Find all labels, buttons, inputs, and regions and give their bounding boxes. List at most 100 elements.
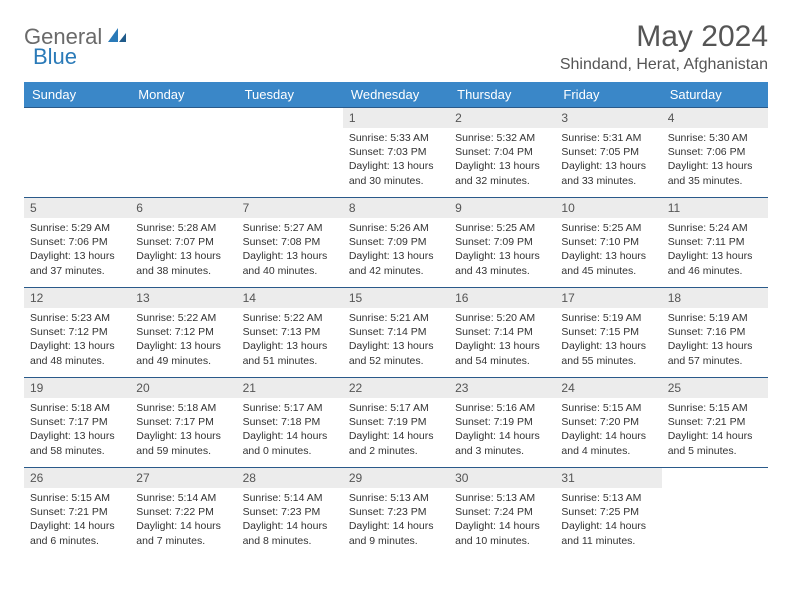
day-content: Sunrise: 5:15 AMSunset: 7:21 PMDaylight:… (24, 488, 130, 552)
weekday-header-row: SundayMondayTuesdayWednesdayThursdayFrid… (24, 82, 768, 108)
title-block: May 2024 Shindand, Herat, Afghanistan (560, 20, 768, 74)
calendar-week-row: 26Sunrise: 5:15 AMSunset: 7:21 PMDayligh… (24, 468, 768, 558)
day-number: 10 (555, 198, 661, 218)
day-content: Sunrise: 5:26 AMSunset: 7:09 PMDaylight:… (343, 218, 449, 282)
day-number: 28 (237, 468, 343, 488)
day-content: Sunrise: 5:27 AMSunset: 7:08 PMDaylight:… (237, 218, 343, 282)
day-cell: 1Sunrise: 5:33 AMSunset: 7:03 PMDaylight… (343, 108, 449, 198)
month-title: May 2024 (560, 20, 768, 54)
day-number: 22 (343, 378, 449, 398)
day-content: Sunrise: 5:22 AMSunset: 7:13 PMDaylight:… (237, 308, 343, 372)
calendar-table: SundayMondayTuesdayWednesdayThursdayFrid… (24, 82, 768, 558)
calendar-week-row: 12Sunrise: 5:23 AMSunset: 7:12 PMDayligh… (24, 288, 768, 378)
weekday-header: Sunday (24, 82, 130, 108)
day-cell: 6Sunrise: 5:28 AMSunset: 7:07 PMDaylight… (130, 198, 236, 288)
logo-subtext: Blue (33, 44, 77, 70)
day-cell: 24Sunrise: 5:15 AMSunset: 7:20 PMDayligh… (555, 378, 661, 468)
day-cell: 12Sunrise: 5:23 AMSunset: 7:12 PMDayligh… (24, 288, 130, 378)
day-content: Sunrise: 5:31 AMSunset: 7:05 PMDaylight:… (555, 128, 661, 192)
calendar-week-row: 19Sunrise: 5:18 AMSunset: 7:17 PMDayligh… (24, 378, 768, 468)
day-cell: 3Sunrise: 5:31 AMSunset: 7:05 PMDaylight… (555, 108, 661, 198)
day-number: 2 (449, 108, 555, 128)
day-content: Sunrise: 5:16 AMSunset: 7:19 PMDaylight:… (449, 398, 555, 462)
day-cell: 29Sunrise: 5:13 AMSunset: 7:23 PMDayligh… (343, 468, 449, 558)
day-content: Sunrise: 5:19 AMSunset: 7:15 PMDaylight:… (555, 308, 661, 372)
day-cell: 20Sunrise: 5:18 AMSunset: 7:17 PMDayligh… (130, 378, 236, 468)
empty-day-cell (662, 468, 768, 558)
day-number: 21 (237, 378, 343, 398)
day-number: 27 (130, 468, 236, 488)
day-cell: 28Sunrise: 5:14 AMSunset: 7:23 PMDayligh… (237, 468, 343, 558)
day-number: 29 (343, 468, 449, 488)
weekday-header: Saturday (662, 82, 768, 108)
day-cell: 19Sunrise: 5:18 AMSunset: 7:17 PMDayligh… (24, 378, 130, 468)
day-cell: 9Sunrise: 5:25 AMSunset: 7:09 PMDaylight… (449, 198, 555, 288)
day-number: 9 (449, 198, 555, 218)
weekday-header: Friday (555, 82, 661, 108)
day-number: 23 (449, 378, 555, 398)
day-content: Sunrise: 5:15 AMSunset: 7:21 PMDaylight:… (662, 398, 768, 462)
day-cell: 5Sunrise: 5:29 AMSunset: 7:06 PMDaylight… (24, 198, 130, 288)
day-number: 20 (130, 378, 236, 398)
day-cell: 8Sunrise: 5:26 AMSunset: 7:09 PMDaylight… (343, 198, 449, 288)
day-content: Sunrise: 5:18 AMSunset: 7:17 PMDaylight:… (130, 398, 236, 462)
day-cell: 13Sunrise: 5:22 AMSunset: 7:12 PMDayligh… (130, 288, 236, 378)
logo-text-blue: Blue (33, 44, 77, 69)
day-number: 4 (662, 108, 768, 128)
calendar-week-row: 5Sunrise: 5:29 AMSunset: 7:06 PMDaylight… (24, 198, 768, 288)
day-number: 25 (662, 378, 768, 398)
day-number: 3 (555, 108, 661, 128)
day-content: Sunrise: 5:28 AMSunset: 7:07 PMDaylight:… (130, 218, 236, 282)
day-content: Sunrise: 5:14 AMSunset: 7:23 PMDaylight:… (237, 488, 343, 552)
day-content: Sunrise: 5:24 AMSunset: 7:11 PMDaylight:… (662, 218, 768, 282)
day-number: 11 (662, 198, 768, 218)
day-cell: 21Sunrise: 5:17 AMSunset: 7:18 PMDayligh… (237, 378, 343, 468)
day-cell: 23Sunrise: 5:16 AMSunset: 7:19 PMDayligh… (449, 378, 555, 468)
day-number: 15 (343, 288, 449, 308)
calendar-week-row: 1Sunrise: 5:33 AMSunset: 7:03 PMDaylight… (24, 108, 768, 198)
logo-sail-icon (106, 26, 128, 49)
location-text: Shindand, Herat, Afghanistan (560, 56, 768, 74)
day-cell: 18Sunrise: 5:19 AMSunset: 7:16 PMDayligh… (662, 288, 768, 378)
header: General May 2024 Shindand, Herat, Afghan… (24, 20, 768, 74)
day-content: Sunrise: 5:20 AMSunset: 7:14 PMDaylight:… (449, 308, 555, 372)
day-number: 12 (24, 288, 130, 308)
day-number: 30 (449, 468, 555, 488)
day-number: 26 (24, 468, 130, 488)
day-cell: 27Sunrise: 5:14 AMSunset: 7:22 PMDayligh… (130, 468, 236, 558)
empty-day-cell (130, 108, 236, 198)
empty-day-cell (24, 108, 130, 198)
day-cell: 31Sunrise: 5:13 AMSunset: 7:25 PMDayligh… (555, 468, 661, 558)
weekday-header: Tuesday (237, 82, 343, 108)
day-content: Sunrise: 5:25 AMSunset: 7:10 PMDaylight:… (555, 218, 661, 282)
day-content: Sunrise: 5:13 AMSunset: 7:25 PMDaylight:… (555, 488, 661, 552)
day-content: Sunrise: 5:22 AMSunset: 7:12 PMDaylight:… (130, 308, 236, 372)
day-number: 18 (662, 288, 768, 308)
day-cell: 16Sunrise: 5:20 AMSunset: 7:14 PMDayligh… (449, 288, 555, 378)
weekday-header: Thursday (449, 82, 555, 108)
day-cell: 17Sunrise: 5:19 AMSunset: 7:15 PMDayligh… (555, 288, 661, 378)
day-number: 7 (237, 198, 343, 218)
calendar-body: 1Sunrise: 5:33 AMSunset: 7:03 PMDaylight… (24, 108, 768, 558)
day-cell: 22Sunrise: 5:17 AMSunset: 7:19 PMDayligh… (343, 378, 449, 468)
day-number: 31 (555, 468, 661, 488)
day-cell: 30Sunrise: 5:13 AMSunset: 7:24 PMDayligh… (449, 468, 555, 558)
day-content: Sunrise: 5:32 AMSunset: 7:04 PMDaylight:… (449, 128, 555, 192)
day-cell: 26Sunrise: 5:15 AMSunset: 7:21 PMDayligh… (24, 468, 130, 558)
day-number: 8 (343, 198, 449, 218)
day-content: Sunrise: 5:18 AMSunset: 7:17 PMDaylight:… (24, 398, 130, 462)
day-content: Sunrise: 5:30 AMSunset: 7:06 PMDaylight:… (662, 128, 768, 192)
day-cell: 15Sunrise: 5:21 AMSunset: 7:14 PMDayligh… (343, 288, 449, 378)
day-content: Sunrise: 5:33 AMSunset: 7:03 PMDaylight:… (343, 128, 449, 192)
day-number: 16 (449, 288, 555, 308)
day-content: Sunrise: 5:15 AMSunset: 7:20 PMDaylight:… (555, 398, 661, 462)
weekday-header: Wednesday (343, 82, 449, 108)
day-cell: 11Sunrise: 5:24 AMSunset: 7:11 PMDayligh… (662, 198, 768, 288)
day-content: Sunrise: 5:21 AMSunset: 7:14 PMDaylight:… (343, 308, 449, 372)
day-content: Sunrise: 5:19 AMSunset: 7:16 PMDaylight:… (662, 308, 768, 372)
day-cell: 10Sunrise: 5:25 AMSunset: 7:10 PMDayligh… (555, 198, 661, 288)
day-content: Sunrise: 5:13 AMSunset: 7:23 PMDaylight:… (343, 488, 449, 552)
day-cell: 2Sunrise: 5:32 AMSunset: 7:04 PMDaylight… (449, 108, 555, 198)
day-number: 5 (24, 198, 130, 218)
day-content: Sunrise: 5:14 AMSunset: 7:22 PMDaylight:… (130, 488, 236, 552)
